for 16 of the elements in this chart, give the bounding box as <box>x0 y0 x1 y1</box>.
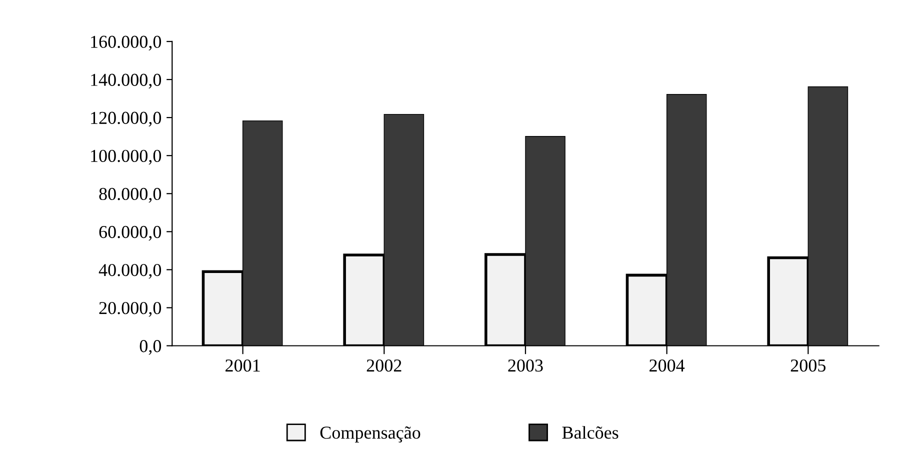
y-tick-label: 100.000,0 <box>91 150 162 165</box>
x-tick-label: 2003 <box>508 359 543 372</box>
y-tick-label: 80.000,0 <box>99 188 162 203</box>
y-tick-label: 60.000,0 <box>99 226 162 241</box>
legend-label: Compensação <box>320 426 420 442</box>
y-tick-label: 120.000,0 <box>91 112 162 127</box>
legend-label: Balcões <box>562 426 618 439</box>
y-tick-label: 40.000,0 <box>98 264 162 279</box>
x-tick-label: 2005 <box>790 359 826 372</box>
y-tick-label: 160.000,0 <box>91 36 162 51</box>
x-tick-label: 2004 <box>650 359 685 372</box>
y-tick-label: 20.000,0 <box>99 302 162 317</box>
y-tick-label: 0,0 <box>140 340 162 355</box>
y-tick-label: 140.000,0 <box>91 74 162 89</box>
x-tick-label: 2002 <box>366 359 402 372</box>
x-tick-label: 2001 <box>226 359 260 372</box>
